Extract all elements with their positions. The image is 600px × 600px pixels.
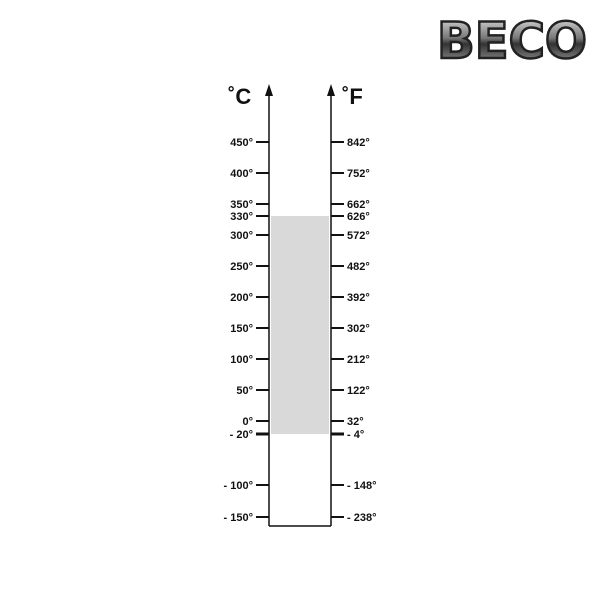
celsius-tick-label: - 150° [224, 512, 253, 524]
fahrenheit-tick-label: 752° [347, 168, 370, 180]
fahrenheit-tick-label: - 238° [347, 512, 376, 524]
operating-range-fill [271, 216, 329, 434]
fahrenheit-tick-label: 842° [347, 137, 370, 149]
celsius-tick-label: 330° [230, 211, 253, 223]
fahrenheit-arrow-icon [327, 84, 335, 96]
celsius-arrow-icon [265, 84, 273, 96]
celsius-tick-label: 100° [230, 354, 253, 366]
celsius-unit-label: ˚C [228, 84, 251, 109]
logo-text: BECO [437, 12, 587, 70]
celsius-tick-label: 300° [230, 230, 253, 242]
celsius-tick-label: 350° [230, 199, 253, 211]
celsius-tick-label: 50° [236, 385, 253, 397]
fahrenheit-tick-label: - 148° [347, 480, 376, 492]
fahrenheit-tick-label: 626° [347, 211, 370, 223]
fahrenheit-tick-label: 392° [347, 292, 370, 304]
fahrenheit-tick-label: 212° [347, 354, 370, 366]
celsius-tick-label: 250° [230, 261, 253, 273]
fahrenheit-tick-label: 32° [347, 416, 364, 428]
celsius-tick-label: - 20° [230, 429, 253, 441]
fahrenheit-tick-label: 572° [347, 230, 370, 242]
fahrenheit-unit-label: ˚F [342, 84, 363, 109]
celsius-tick-label: 400° [230, 168, 253, 180]
celsius-tick-label: 200° [230, 292, 253, 304]
fahrenheit-tick-label: 302° [347, 323, 370, 335]
celsius-tick-label: 0° [242, 416, 253, 428]
fahrenheit-tick-label: - 4° [347, 429, 364, 441]
celsius-tick-label: - 100° [224, 480, 253, 492]
celsius-tick-label: 150° [230, 323, 253, 335]
fahrenheit-tick-label: 122° [347, 385, 370, 397]
fahrenheit-tick-label: 482° [347, 261, 370, 273]
beco-logo: BECO [436, 11, 589, 72]
fahrenheit-tick-label: 662° [347, 199, 370, 211]
celsius-tick-label: 450° [230, 137, 253, 149]
